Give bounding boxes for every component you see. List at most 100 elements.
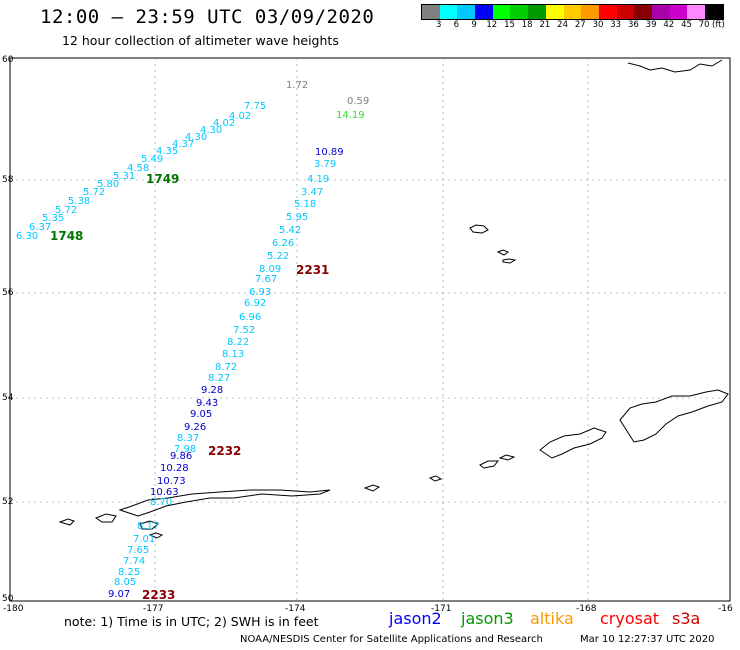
satellite-label-jason3: jason3 xyxy=(461,609,514,628)
wave-height-reading: 0.59 xyxy=(347,96,369,107)
lon-label: -171 xyxy=(431,604,451,614)
footer-timestamp: Mar 10 12:27:37 UTC 2020 xyxy=(580,634,715,645)
legend-label: 42 xyxy=(663,20,675,30)
wave-height-reading: 6.30 xyxy=(16,231,38,242)
wave-height-reading: 5.31 xyxy=(113,171,135,182)
legend-label: 15 xyxy=(504,20,515,30)
wave-height-reading: 10.28 xyxy=(160,463,189,474)
legend-swatch xyxy=(651,5,670,19)
pass-time-stamp: 1748 xyxy=(50,229,83,243)
wave-height-reading: 6.93 xyxy=(249,287,271,298)
legend-swatch xyxy=(563,5,582,19)
lat-label: 54 xyxy=(2,393,14,403)
legend-swatch xyxy=(634,5,652,19)
wave-height-reading: 9.07 xyxy=(108,589,130,600)
wave-height-reading: 3.79 xyxy=(314,159,336,170)
legend-label: 6 xyxy=(453,20,460,30)
legend-label: 9 xyxy=(471,20,477,30)
legend-swatch xyxy=(510,5,529,19)
lat-label: 60 xyxy=(2,55,14,65)
wave-height-reading: 9.28 xyxy=(201,385,223,396)
wave-height-reading: 8.70 xyxy=(150,497,172,508)
wave-height-reading: 4.35 xyxy=(156,146,178,157)
satellite-label-cryosat: cryosat xyxy=(600,609,660,628)
legend-swatch xyxy=(581,5,599,19)
wave-height-reading: 5.80 xyxy=(97,179,119,190)
wave-height-reading: 5.35 xyxy=(42,213,64,224)
wave-height-reading: 14.19 xyxy=(336,110,365,121)
pass-time-stamp: 1749 xyxy=(146,172,179,186)
wave-height-reading: 5.72 xyxy=(83,187,105,198)
legend-swatch xyxy=(598,5,617,19)
wave-height-reading: 5.72 xyxy=(55,205,77,216)
legend-swatch xyxy=(616,5,635,19)
time-stamps-layer: 1749 1748 2231 2232 2233 xyxy=(50,172,329,602)
lat-label: 50 xyxy=(2,594,14,604)
readings-layer: 1.720.5914.197.754.024.024.304.304.374.3… xyxy=(16,80,369,600)
legend-labels: 3 6 9 12 15 18 21 24 27 30 33 36 39 42 45 70 xyxy=(421,20,740,34)
note-text: note: 1) Time is in UTC; 2) SWH is in fe… xyxy=(64,614,319,629)
legend-label: 27 xyxy=(574,20,586,30)
wave-height-reading: 4.58 xyxy=(127,163,149,174)
lon-label: -174 xyxy=(285,604,306,614)
wave-height-reading: 7.75 xyxy=(244,101,266,112)
wave-height-reading: 3.47 xyxy=(301,187,323,198)
lat-label: 56 xyxy=(2,288,14,298)
wave-height-reading: 8.72 xyxy=(215,362,237,373)
lon-label: -168 xyxy=(576,604,597,614)
legend-label: 33 xyxy=(610,20,622,30)
map-subtitle: 12 hour collection of altimeter wave hei… xyxy=(62,33,339,48)
lon-label: -177 xyxy=(143,604,163,614)
wave-height-reading: 9.26 xyxy=(184,422,206,433)
wave-height-reading: 6.96 xyxy=(239,312,261,323)
legend-swatch xyxy=(439,5,458,19)
legend-swatch xyxy=(492,5,511,19)
wave-height-reading: 9.43 xyxy=(196,398,218,409)
legend-label: 12 xyxy=(486,20,498,30)
map-title: 12:00 — 23:59 UTC 03/09/2020 xyxy=(40,6,375,28)
wave-height-reading: 6.92 xyxy=(244,298,266,309)
satellite-label-altika: altika xyxy=(530,609,574,628)
wave-height-reading: 8.09 xyxy=(259,264,281,275)
coastline xyxy=(58,59,729,539)
wave-height-reading: 6.26 xyxy=(272,238,294,249)
lat-label: 52 xyxy=(2,497,13,507)
wave-height-reading: 5.22 xyxy=(267,251,289,262)
pass-time-stamp: 2233 xyxy=(142,588,175,602)
color-legend xyxy=(421,4,724,20)
legend-label: 30 xyxy=(592,20,604,30)
plot-frame xyxy=(9,57,731,602)
wave-height-reading: 7.67 xyxy=(255,274,277,285)
legend-label: 36 xyxy=(627,20,639,30)
wave-height-reading: 8.22 xyxy=(227,337,249,348)
pass-time-stamp: 2231 xyxy=(296,263,329,277)
legend-label: 18 xyxy=(521,20,533,30)
wave-height-reading: 4.19 xyxy=(307,174,329,185)
lon-label: -180 xyxy=(3,604,24,614)
wave-height-reading: 7.52 xyxy=(233,325,255,336)
legend-swatch xyxy=(687,5,705,19)
wave-height-reading: 7.65 xyxy=(127,545,149,556)
satellite-label-s3a: s3a xyxy=(672,609,701,628)
footer-credit: NOAA/NESDIS Center for Satellite Applica… xyxy=(240,634,543,645)
wave-height-reading: 4.30 xyxy=(200,125,222,136)
wave-height-reading: 8.17 xyxy=(137,521,159,532)
legend-swatch xyxy=(705,5,723,19)
wave-height-reading: 8.25 xyxy=(118,567,140,578)
wave-height-reading: 1.72 xyxy=(286,80,308,91)
pass-time-stamp: 2232 xyxy=(208,444,241,458)
wave-height-reading: 8.27 xyxy=(208,373,230,384)
wave-height-reading: 6.37 xyxy=(29,222,51,233)
legend-label: 21 xyxy=(539,20,551,30)
wave-height-reading: 5.42 xyxy=(279,225,301,236)
wave-height-reading: 10.63 xyxy=(150,487,179,498)
wave-height-reading: 4.37 xyxy=(172,139,194,150)
legend-swatch xyxy=(422,5,440,19)
legend-swatch xyxy=(528,5,546,19)
legend-unit: (ft) xyxy=(712,20,725,30)
wave-height-reading: 10.73 xyxy=(157,476,186,487)
wave-height-reading: 5.18 xyxy=(294,199,316,210)
wave-height-reading: 8.05 xyxy=(114,577,136,588)
legend-label: 70 xyxy=(698,20,710,30)
